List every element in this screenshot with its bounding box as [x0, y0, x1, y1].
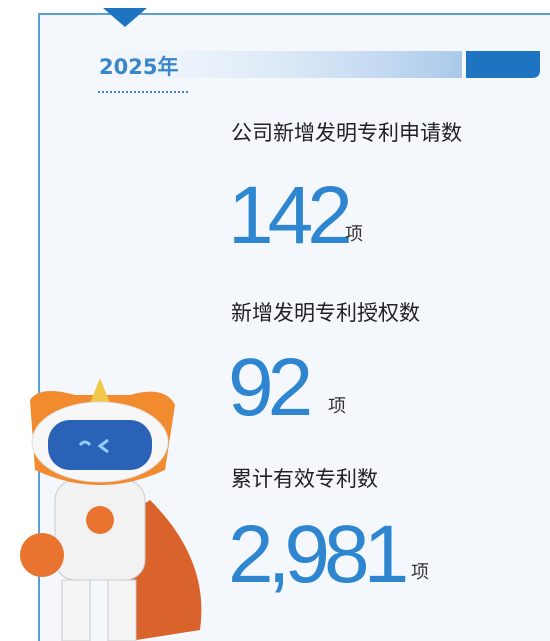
- header-block: [466, 51, 540, 78]
- stat-label: 新增发明专利授权数: [231, 301, 420, 325]
- stat-value: 2,981: [228, 509, 406, 600]
- stat-unit: 项: [345, 224, 363, 245]
- stat-value: 92: [228, 342, 310, 433]
- stat-label: 公司新增发明专利申请数: [231, 121, 462, 145]
- header-bar: [60, 51, 462, 78]
- year: 2025年: [99, 55, 178, 79]
- pointer: [103, 8, 147, 27]
- stat-unit: 项: [328, 396, 346, 417]
- stat-unit: 项: [411, 562, 429, 583]
- stat-label: 累计有效专利数: [231, 467, 378, 491]
- mascot: [20, 378, 202, 641]
- stat-value: 142: [228, 170, 349, 261]
